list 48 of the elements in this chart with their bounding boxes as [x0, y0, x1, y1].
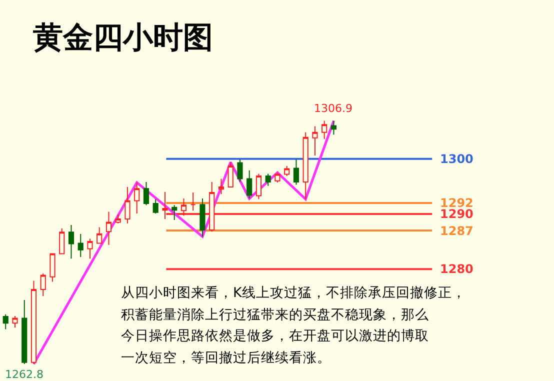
candlestick: [162, 191, 168, 220]
candlestick: [2, 314, 8, 330]
ref-line-label: 1290: [440, 207, 474, 221]
candlestick: [172, 204, 178, 221]
candlestick: [30, 280, 37, 364]
candlestick: [302, 132, 308, 200]
candlestick: [22, 300, 28, 364]
ref-line-label: 1300: [440, 152, 474, 166]
annotation: 一次短空，等回撤过后继续看涨。: [121, 350, 331, 366]
candlestick: [143, 182, 150, 206]
candlestick: [40, 273, 46, 297]
candlestick: [50, 253, 56, 282]
candlestick: [209, 182, 215, 232]
candlestick: [228, 162, 234, 188]
candlestick: [200, 198, 206, 238]
candlestick: [134, 182, 140, 214]
annotation: 积蓄能量消除上行过猛带来的买盘不稳现象，那么: [121, 307, 429, 323]
candlestick: [115, 214, 121, 224]
candlestick: [106, 211, 112, 246]
candlestick: [190, 192, 196, 212]
candlestick: [322, 120, 328, 140]
candlestick: [312, 126, 318, 156]
candlestick: [265, 173, 271, 186]
candlestick: [256, 173, 262, 200]
candlestick: [284, 166, 290, 176]
candlestick: [237, 158, 243, 182]
annotation: 从四小时图来看，K线上攻过猛，不排除承压回撤修正，: [121, 285, 466, 301]
candlestick: [96, 226, 102, 244]
annotation: 1306.9: [314, 102, 352, 115]
candlestick: [293, 158, 300, 186]
candlestick: [152, 198, 158, 214]
ref-line-label: 1292: [440, 196, 474, 210]
candlestick: [124, 186, 130, 224]
candlestick: [12, 316, 18, 328]
candlestick: [218, 178, 224, 195]
candlestick: [78, 233, 84, 258]
candlestick: [68, 224, 74, 260]
candlestick: [246, 170, 252, 200]
annotation: 今日操作思路依然是做多，在开盘可以激进的博取: [121, 328, 429, 344]
candlestick: [59, 228, 65, 254]
candlestick: [274, 172, 280, 184]
candlestick: [180, 198, 187, 216]
candlestick: [330, 120, 337, 136]
ref-line-label: 1280: [440, 262, 474, 276]
candlestick: [87, 238, 93, 260]
annotation: 1262.8: [5, 368, 44, 381]
chart-title: 黄金四小时图: [33, 20, 214, 56]
ref-line-label: 1287: [440, 224, 474, 238]
